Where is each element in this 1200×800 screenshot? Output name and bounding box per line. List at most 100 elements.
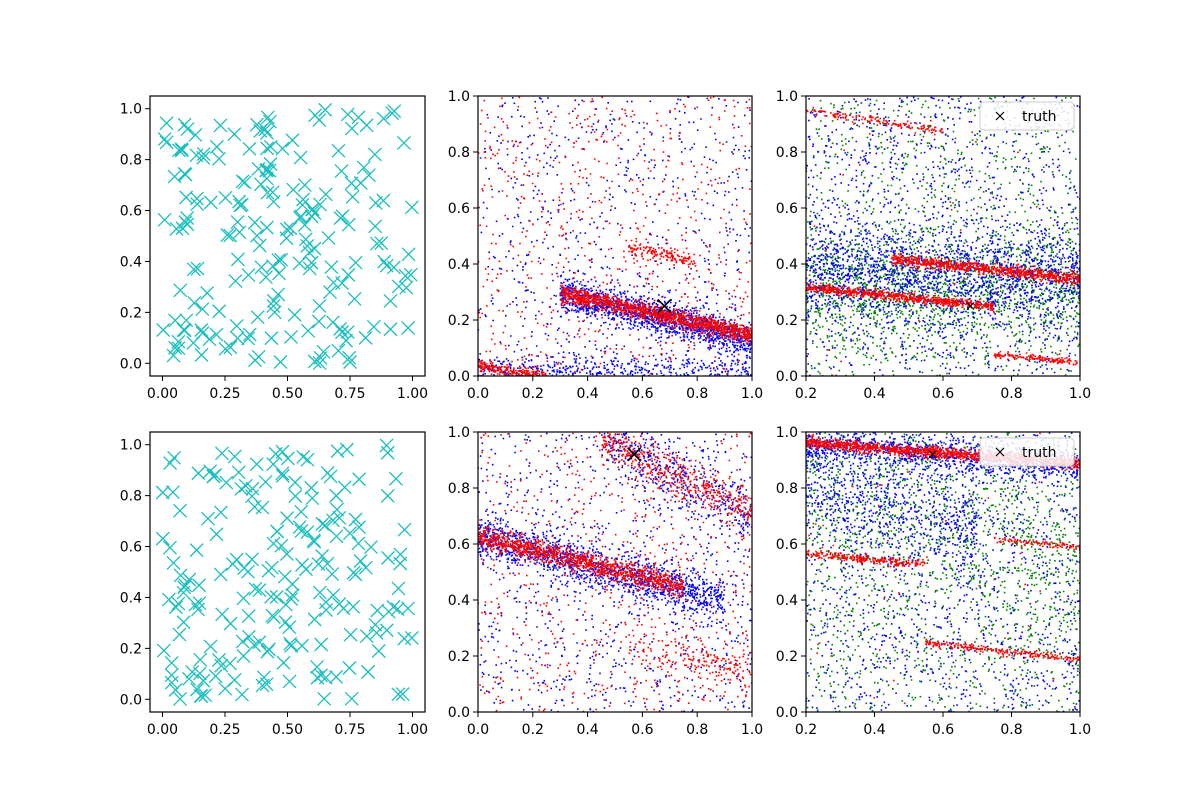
x-marker bbox=[252, 238, 267, 253]
x-marker bbox=[336, 601, 351, 616]
x-tick-label: 0.00 bbox=[147, 386, 178, 402]
x-marker bbox=[198, 688, 213, 703]
x-marker bbox=[390, 602, 405, 617]
x-marker bbox=[344, 691, 359, 706]
x-marker bbox=[171, 596, 186, 611]
x-marker bbox=[215, 607, 230, 622]
x-marker bbox=[376, 193, 391, 208]
x-marker bbox=[168, 682, 183, 697]
x-marker bbox=[218, 681, 233, 696]
x-marker bbox=[186, 336, 201, 350]
panel-r0c0: 0.00 0.25 0.50 0.75 1.00 0.0 0.2 0.4 0.6 0.8 1.0 bbox=[120, 95, 428, 402]
x-tick-label: 0.8 bbox=[686, 722, 708, 738]
green-dots bbox=[806, 432, 1080, 712]
x-tick-label: 0.4 bbox=[863, 386, 885, 402]
x-marker bbox=[391, 687, 406, 702]
axes-frame bbox=[477, 431, 753, 713]
x-marker bbox=[318, 518, 333, 533]
x-marker bbox=[171, 143, 186, 158]
x-marker bbox=[286, 182, 301, 197]
x-marker bbox=[368, 219, 383, 234]
x-marker bbox=[330, 444, 345, 459]
x-tick-label: 0.6 bbox=[631, 722, 653, 738]
x-tick-label: 0.6 bbox=[932, 386, 954, 402]
x-marker bbox=[242, 141, 257, 156]
x-marker bbox=[208, 669, 223, 684]
x-marker bbox=[351, 110, 366, 125]
x-marker bbox=[288, 489, 303, 504]
x-marker bbox=[273, 355, 288, 369]
x-marker bbox=[262, 163, 277, 178]
x-marker bbox=[312, 585, 327, 600]
x-marker bbox=[314, 668, 328, 683]
y-tick-label: 1.0 bbox=[776, 425, 798, 441]
x-marker bbox=[247, 499, 262, 514]
x-marker bbox=[180, 217, 195, 232]
x-marker bbox=[331, 143, 346, 158]
legend-truth-icon bbox=[995, 111, 1005, 121]
x-marker bbox=[274, 252, 289, 267]
x-marker bbox=[325, 567, 340, 582]
x-marker bbox=[189, 148, 204, 163]
x-marker bbox=[190, 261, 205, 276]
x-marker bbox=[155, 485, 170, 500]
x-marker bbox=[285, 588, 300, 603]
x-marker bbox=[209, 139, 224, 154]
x-tick-label: 1.0 bbox=[741, 386, 763, 402]
x-marker bbox=[311, 314, 326, 329]
x-marker bbox=[230, 252, 245, 267]
panel-r1c0: 0.00 0.25 0.50 0.75 1.00 0.0 0.2 0.4 0.6 0.8 1.0 bbox=[120, 431, 428, 738]
blue-dots bbox=[806, 432, 1080, 712]
x-marker bbox=[379, 623, 394, 638]
x-marker bbox=[326, 275, 341, 290]
x-marker bbox=[275, 141, 290, 156]
x-marker bbox=[341, 267, 356, 282]
x-marker bbox=[401, 320, 416, 335]
y-tick-label: 0.8 bbox=[776, 145, 798, 161]
x-marker bbox=[356, 160, 371, 175]
x-marker bbox=[180, 122, 195, 136]
x-marker bbox=[371, 644, 386, 658]
x-marker bbox=[213, 118, 228, 133]
x-marker bbox=[277, 569, 292, 584]
truth-marker bbox=[627, 447, 642, 462]
x-marker bbox=[297, 178, 312, 192]
x-marker bbox=[358, 560, 373, 575]
x-marker bbox=[264, 331, 279, 346]
x-marker bbox=[272, 266, 287, 281]
x-marker bbox=[391, 581, 406, 596]
x-marker bbox=[393, 547, 408, 562]
x-marker bbox=[282, 674, 297, 689]
x-marker bbox=[310, 670, 325, 685]
x-marker bbox=[383, 293, 398, 308]
x-marker bbox=[202, 332, 217, 347]
x-marker bbox=[254, 260, 269, 275]
x-marker bbox=[259, 220, 274, 235]
blue-sample-points bbox=[806, 432, 1080, 712]
panel-r0c1: 0.0 0.2 0.4 0.6 0.8 1.0 0.0 0.2 0.4 0.6 0.8 1.0 bbox=[448, 89, 763, 402]
x-marker bbox=[263, 139, 278, 154]
red-dots bbox=[478, 432, 752, 712]
x-tick-label: 0.50 bbox=[272, 386, 303, 402]
blue-dots bbox=[806, 96, 1080, 376]
x-marker bbox=[194, 323, 209, 337]
x-marker bbox=[310, 660, 324, 674]
cyan-x-markers bbox=[155, 438, 419, 706]
x-tick-label: 0.75 bbox=[334, 722, 365, 738]
x-marker bbox=[265, 608, 280, 623]
x-marker bbox=[379, 438, 394, 453]
x-marker bbox=[163, 540, 177, 555]
x-marker bbox=[253, 177, 268, 192]
x-marker bbox=[232, 225, 247, 240]
x-marker bbox=[165, 485, 180, 500]
x-marker bbox=[241, 629, 256, 644]
x-marker bbox=[283, 636, 298, 651]
x-marker bbox=[321, 230, 336, 245]
truth-marker bbox=[966, 302, 975, 310]
x-marker bbox=[304, 255, 319, 270]
legend-label: truth bbox=[1022, 445, 1056, 461]
x-marker bbox=[294, 524, 309, 539]
x-marker bbox=[314, 637, 329, 652]
x-marker bbox=[364, 540, 378, 555]
x-marker bbox=[249, 457, 264, 472]
